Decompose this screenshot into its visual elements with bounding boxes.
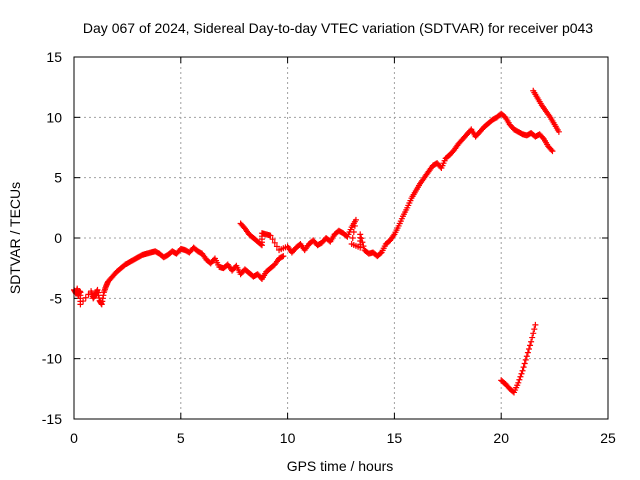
data-point bbox=[518, 370, 525, 377]
data-point bbox=[555, 128, 562, 135]
y-tick-label: 5 bbox=[54, 170, 62, 186]
data-point bbox=[527, 342, 534, 349]
data-point bbox=[377, 250, 384, 257]
y-tick-label: -5 bbox=[50, 290, 63, 306]
y-tick-label: 0 bbox=[54, 230, 62, 246]
data-point bbox=[358, 235, 365, 242]
data-point bbox=[515, 379, 522, 386]
data-point bbox=[528, 338, 535, 345]
data-point bbox=[279, 253, 286, 260]
grid-lines bbox=[74, 57, 608, 419]
data-point bbox=[517, 373, 524, 380]
data-point bbox=[519, 367, 526, 374]
x-tick-label: 0 bbox=[70, 430, 78, 446]
data-point bbox=[539, 134, 546, 141]
y-axis-label: SDTVAR / TECUs bbox=[7, 182, 23, 294]
data-point bbox=[77, 301, 84, 308]
data-point bbox=[352, 216, 359, 223]
data-point bbox=[530, 330, 537, 337]
x-tick-label: 5 bbox=[177, 430, 185, 446]
data-point bbox=[349, 235, 356, 241]
data-point bbox=[531, 326, 538, 333]
data-point bbox=[522, 356, 529, 363]
data-point bbox=[269, 236, 276, 243]
data-point bbox=[525, 346, 532, 353]
data-point bbox=[80, 298, 87, 305]
y-tick-label: -15 bbox=[42, 411, 62, 427]
x-tick-label: 15 bbox=[387, 430, 403, 446]
data-point bbox=[267, 232, 274, 239]
x-axis-label: GPS time / hours bbox=[287, 458, 394, 474]
data-points bbox=[71, 87, 562, 396]
data-point bbox=[520, 364, 527, 371]
chart-title: Day 067 of 2024, Sidereal Day-to-day VTE… bbox=[83, 20, 593, 36]
y-tick-label: 15 bbox=[46, 49, 62, 65]
data-point bbox=[271, 239, 278, 246]
data-point bbox=[273, 243, 280, 250]
data-point bbox=[280, 253, 287, 260]
data-point bbox=[532, 321, 539, 328]
plot-frame bbox=[73, 56, 609, 420]
data-point bbox=[523, 353, 530, 360]
data-point bbox=[529, 334, 536, 341]
data-point bbox=[521, 360, 528, 367]
x-tick-label: 20 bbox=[493, 430, 509, 446]
data-point bbox=[357, 231, 364, 238]
data-point bbox=[82, 294, 89, 301]
data-point bbox=[350, 228, 357, 235]
data-point bbox=[516, 376, 523, 383]
axis-ticks: 0 5 10 15 20 25 -15 -10 -5 0 5 10 15 bbox=[42, 49, 616, 446]
data-point bbox=[360, 243, 367, 250]
y-tick-label: 10 bbox=[46, 109, 62, 125]
data-point bbox=[548, 146, 555, 153]
x-tick-label: 25 bbox=[600, 430, 616, 446]
data-point bbox=[351, 222, 358, 229]
x-tick-label: 10 bbox=[280, 430, 296, 446]
data-point bbox=[549, 148, 556, 155]
data-point bbox=[524, 349, 531, 356]
y-tick-label: -10 bbox=[42, 351, 62, 367]
data-point bbox=[359, 239, 366, 246]
